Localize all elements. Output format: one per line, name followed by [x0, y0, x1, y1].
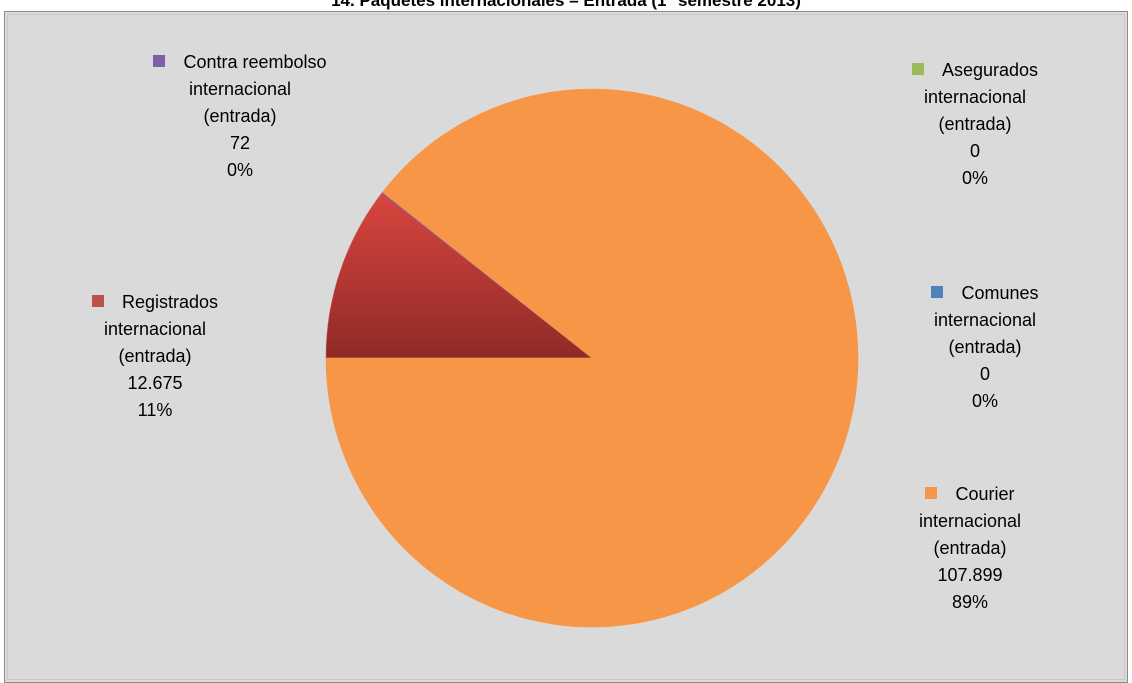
- label-asegurados-line3: (entrada): [938, 114, 1012, 134]
- label-asegurados-line2: internacional: [923, 87, 1027, 107]
- label-contra-line2: internacional: [188, 79, 292, 99]
- label-comunes-value: 0: [979, 364, 990, 384]
- label-asegurados: Asegurados internacional (entrada) 0 0%: [860, 57, 1090, 192]
- label-comunes-line3: (entrada): [948, 337, 1022, 357]
- label-courier-name: Courier: [955, 484, 1015, 504]
- label-comunes-percent: 0%: [971, 391, 998, 411]
- legend-swatch-courier: [925, 487, 938, 499]
- legend-swatch-asegurados: [911, 63, 924, 75]
- pie-slice-courier: [325, 88, 859, 628]
- label-contra-reembolso: Contra reembolso internacional (entrada)…: [110, 49, 370, 184]
- label-contra-percent: 0%: [226, 160, 253, 180]
- legend-swatch-registrados: [91, 295, 104, 307]
- label-asegurados-value: 0: [969, 141, 980, 161]
- label-registrados-value: 12.675: [127, 373, 183, 393]
- label-asegurados-name: Asegurados: [941, 60, 1039, 80]
- label-registrados: Registrados internacional (entrada) 12.6…: [35, 289, 275, 424]
- legend-swatch-contra-reembolso: [153, 55, 166, 67]
- legend-swatch-comunes: [931, 286, 944, 298]
- label-courier-percent: 89%: [951, 592, 989, 612]
- label-courier: Courier internacional (entrada) 107.899 …: [870, 481, 1070, 616]
- pie-slice-registrados: [325, 192, 593, 359]
- label-comunes: Comunes internacional (entrada) 0 0%: [885, 280, 1085, 415]
- label-contra-value: 72: [229, 133, 251, 153]
- label-registrados-percent: 11%: [137, 400, 173, 420]
- label-comunes-name: Comunes: [961, 283, 1039, 303]
- label-comunes-line2: internacional: [933, 310, 1037, 330]
- label-contra-line3: (entrada): [203, 106, 277, 126]
- label-contra-name: Contra reembolso: [183, 52, 327, 72]
- label-registrados-line3: (entrada): [118, 346, 192, 366]
- label-courier-line3: (entrada): [933, 538, 1007, 558]
- label-courier-line2: internacional: [918, 511, 1022, 531]
- chart-title: 14. Paquetes internacionales – Entrada (…: [331, 0, 801, 10]
- label-registrados-name: Registrados: [121, 292, 219, 312]
- label-courier-value: 107.899: [937, 565, 1003, 585]
- label-asegurados-percent: 0%: [961, 168, 988, 188]
- label-registrados-line2: internacional: [103, 319, 207, 339]
